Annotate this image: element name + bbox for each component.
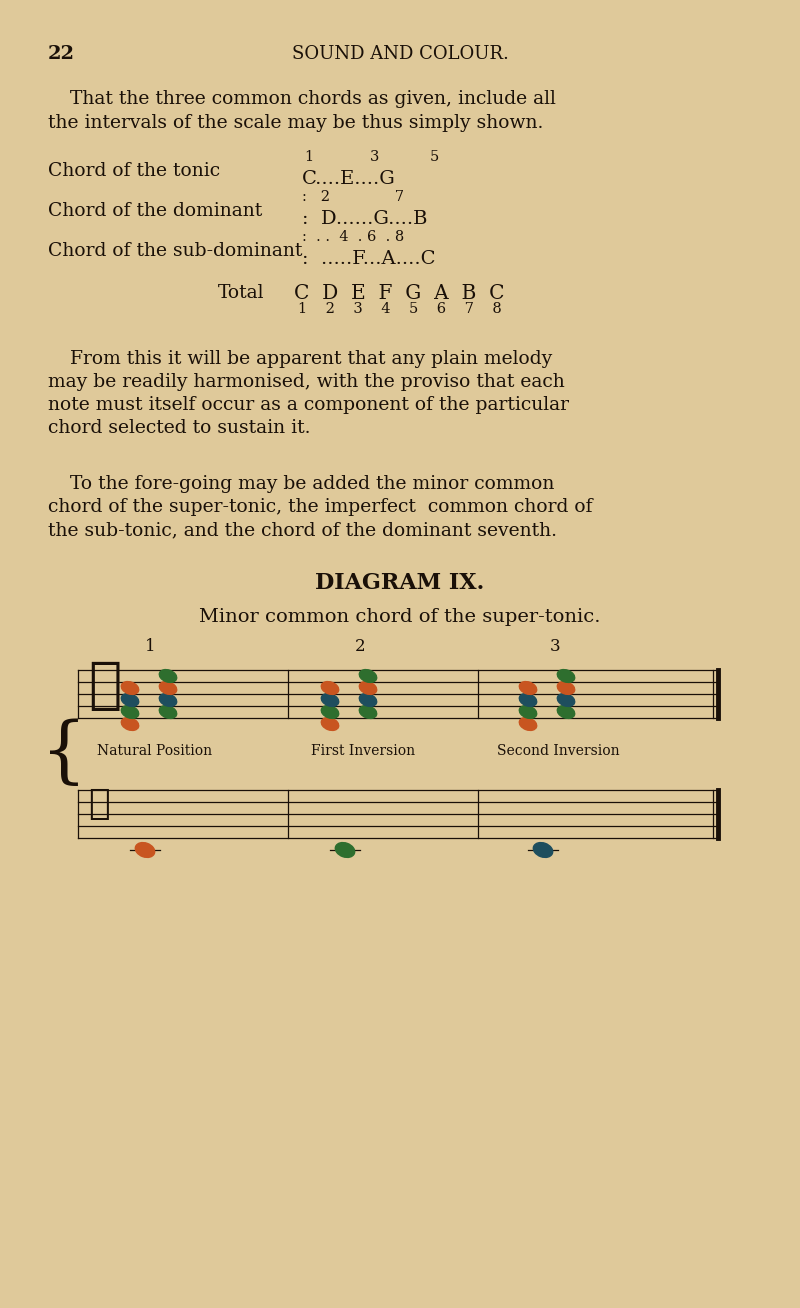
Text: {: { <box>41 718 87 789</box>
Text: :  .....F...A....C: : .....F...A....C <box>302 250 435 268</box>
Text: Chord of the dominant: Chord of the dominant <box>48 201 262 220</box>
Ellipse shape <box>519 718 537 730</box>
Text: Chord of the tonic: Chord of the tonic <box>48 162 220 181</box>
Ellipse shape <box>122 705 138 718</box>
Ellipse shape <box>558 693 574 706</box>
Ellipse shape <box>359 705 377 718</box>
Text: 1    2    3    4    5    6    7    8: 1 2 3 4 5 6 7 8 <box>298 302 502 317</box>
Text: Minor common chord of the super-tonic.: Minor common chord of the super-tonic. <box>199 608 601 627</box>
Text: 1: 1 <box>145 638 156 655</box>
Text: DIAGRAM IX.: DIAGRAM IX. <box>315 572 485 594</box>
Text: :   2              7: : 2 7 <box>302 190 404 204</box>
Ellipse shape <box>322 705 338 718</box>
Ellipse shape <box>322 693 338 706</box>
Ellipse shape <box>519 681 537 695</box>
Ellipse shape <box>359 693 377 706</box>
Ellipse shape <box>159 693 177 706</box>
Ellipse shape <box>159 705 177 718</box>
Ellipse shape <box>135 842 154 858</box>
Text: First Inversion: First Inversion <box>311 744 415 759</box>
Text: :  D......G....B: : D......G....B <box>302 211 427 228</box>
Text: 2: 2 <box>355 638 366 655</box>
Ellipse shape <box>159 670 177 683</box>
Ellipse shape <box>322 681 338 695</box>
Ellipse shape <box>519 693 537 706</box>
Ellipse shape <box>322 718 338 730</box>
Ellipse shape <box>159 681 177 695</box>
Text: may be readily harmonised, with the proviso that each: may be readily harmonised, with the prov… <box>48 373 565 391</box>
Text: C....E....G: C....E....G <box>302 170 396 188</box>
Text: 5: 5 <box>430 150 439 164</box>
Text: Second Inversion: Second Inversion <box>497 744 619 759</box>
Text: That the three common chords as given, include all: That the three common chords as given, i… <box>70 90 556 109</box>
Text: :  . .  4  . 6  . 8: : . . 4 . 6 . 8 <box>302 230 404 245</box>
Ellipse shape <box>335 842 354 858</box>
Text: C  D  E  F  G  A  B  C: C D E F G A B C <box>294 284 505 303</box>
Text: 22: 22 <box>48 44 75 63</box>
Ellipse shape <box>122 681 138 695</box>
Text: note must itself occur as a component of the particular: note must itself occur as a component of… <box>48 396 569 415</box>
Ellipse shape <box>519 705 537 718</box>
Text: 1: 1 <box>304 150 313 164</box>
Text: To the fore-going may be added the minor common: To the fore-going may be added the minor… <box>70 475 554 493</box>
Ellipse shape <box>122 718 138 730</box>
Text: Natural Position: Natural Position <box>98 744 213 759</box>
Text: SOUND AND COLOUR.: SOUND AND COLOUR. <box>291 44 509 63</box>
Text: From this it will be apparent that any plain melody: From this it will be apparent that any p… <box>70 351 552 368</box>
Text: 𝄞: 𝄞 <box>88 659 122 713</box>
Text: 3: 3 <box>370 150 379 164</box>
Text: the sub-tonic, and the chord of the dominant seventh.: the sub-tonic, and the chord of the domi… <box>48 521 557 539</box>
Ellipse shape <box>534 842 553 858</box>
Text: Total: Total <box>218 284 265 302</box>
Text: Chord of the sub-dominant: Chord of the sub-dominant <box>48 242 302 260</box>
Text: chord of the super-tonic, the imperfect  common chord of: chord of the super-tonic, the imperfect … <box>48 498 593 515</box>
Text: chord selected to sustain it.: chord selected to sustain it. <box>48 419 310 437</box>
Ellipse shape <box>558 681 574 695</box>
Text: 𝄢: 𝄢 <box>88 787 110 821</box>
Ellipse shape <box>359 681 377 695</box>
Ellipse shape <box>558 670 574 683</box>
Ellipse shape <box>359 670 377 683</box>
Ellipse shape <box>558 705 574 718</box>
Text: the intervals of the scale may be thus simply shown.: the intervals of the scale may be thus s… <box>48 114 543 132</box>
Text: 3: 3 <box>550 638 561 655</box>
Ellipse shape <box>122 693 138 706</box>
